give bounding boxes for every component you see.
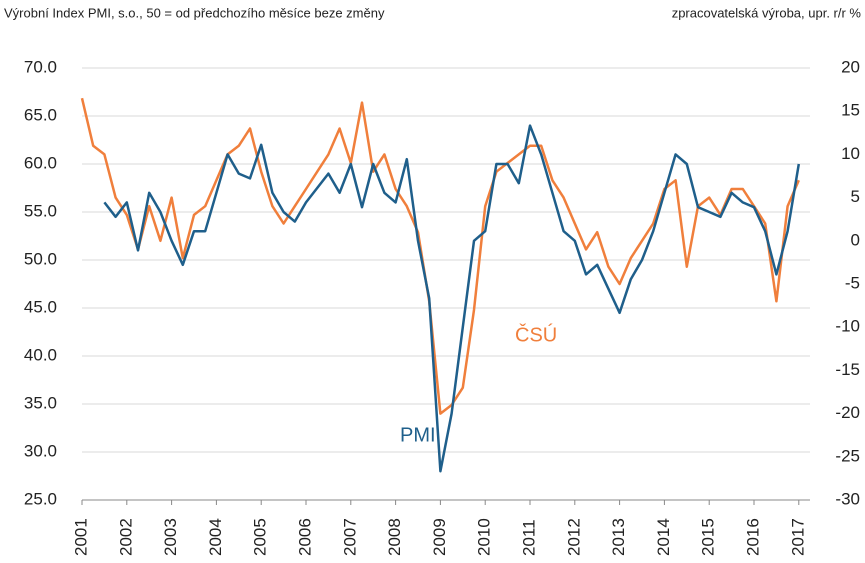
- y-tick-label: 65.0: [24, 105, 57, 124]
- y2-tick-label: 10: [841, 144, 860, 163]
- y-tick-label: 40.0: [24, 345, 57, 364]
- series-label: PMI: [400, 424, 436, 446]
- x-tick-label: 2004: [206, 518, 225, 556]
- y2-tick-label: -5: [845, 273, 860, 292]
- x-tick-label: 2017: [788, 518, 807, 556]
- y-tick-label: 60.0: [24, 153, 57, 172]
- y-tick-label: 45.0: [24, 297, 57, 316]
- x-tick-label: 2009: [430, 518, 449, 556]
- y2-tick-label: 20: [841, 57, 860, 76]
- series-label: ČSÚ: [515, 323, 557, 346]
- x-tick-label: 2014: [654, 518, 673, 556]
- series-line: [103, 124, 801, 473]
- x-tick-label: 2011: [519, 519, 538, 556]
- chart-title: Výrobní Index PMI, s.o., 50 = od předcho…: [4, 5, 385, 20]
- x-tick-label: 2010: [475, 518, 494, 556]
- x-tick-label: 2002: [116, 518, 135, 556]
- y2-tick-label: -15: [835, 360, 860, 379]
- y-tick-label: 30.0: [24, 441, 57, 460]
- x-tick-label: 2001: [71, 518, 90, 556]
- y2-tick-label: -10: [835, 317, 860, 336]
- y2-axis-label: zpracovatelská výroba, upr. r/r %: [672, 5, 862, 20]
- y-tick-label: 35.0: [24, 393, 57, 412]
- x-tick-label: 2006: [295, 518, 314, 556]
- y-tick-label: 70.0: [24, 57, 57, 76]
- series-line: [80, 97, 800, 415]
- x-tick-label: 2016: [743, 518, 762, 556]
- x-tick-label: 2015: [699, 518, 718, 556]
- y-tick-label: 50.0: [24, 249, 57, 268]
- x-tick-label: 2005: [251, 518, 270, 556]
- y2-tick-label: 5: [851, 187, 860, 206]
- y2-tick-label: -25: [835, 446, 860, 465]
- y-tick-label: 25.0: [24, 489, 57, 508]
- y-tick-label: 55.0: [24, 201, 57, 220]
- y2-tick-label: 15: [841, 101, 860, 120]
- x-tick-label: 2012: [564, 518, 583, 556]
- x-tick-label: 2003: [161, 518, 180, 556]
- x-tick-label: 2013: [609, 518, 628, 556]
- y2-tick-label: -20: [835, 403, 860, 422]
- x-tick-label: 2007: [340, 518, 359, 556]
- y2-tick-label: -30: [835, 489, 860, 508]
- y2-tick-label: 0: [851, 230, 860, 249]
- x-tick-label: 2008: [385, 518, 404, 556]
